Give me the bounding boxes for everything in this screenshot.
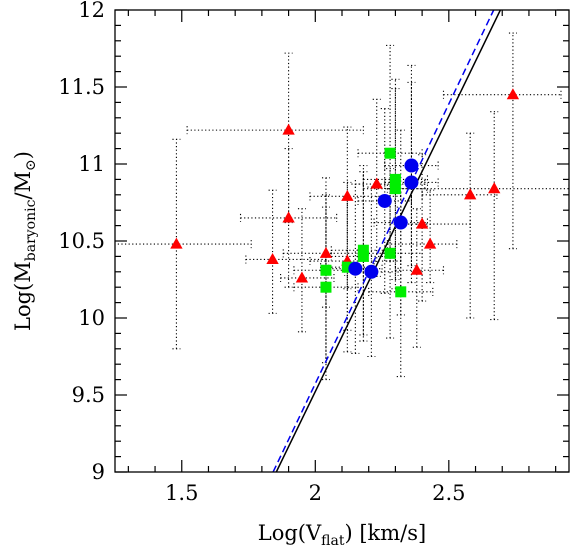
square-marker (357, 250, 369, 262)
y-tick-label: 11 (78, 152, 105, 176)
triangle-marker (370, 177, 383, 189)
y-tick-label: 9.5 (72, 383, 105, 407)
triangle-marker (282, 211, 295, 223)
x-tick-label: 2 (309, 481, 322, 505)
x-axis-title: Log(Vflat) [km/s] (258, 521, 426, 549)
x-tick-label: 2.5 (432, 481, 465, 505)
triangle-marker (266, 252, 279, 265)
tick-labels: 1.5 2 2.5 9 9.5 10 10.5 11 11.5 12 (58, 0, 465, 505)
circle-marker (404, 175, 419, 190)
triangle-marker (170, 237, 183, 249)
square-marker (395, 286, 407, 298)
circle-marker (377, 193, 392, 208)
y-tick-label: 9 (92, 460, 105, 484)
solid-fit-line (275, 10, 502, 472)
triangle-marker (415, 217, 429, 229)
y-tick-label: 12 (78, 0, 105, 22)
circle-marker (348, 261, 363, 276)
data-markers (170, 88, 520, 298)
square-marker (341, 261, 353, 273)
square-marker (320, 281, 332, 293)
triangle-marker (423, 237, 437, 249)
square-marker (384, 247, 396, 259)
y-tick-label: 10 (78, 306, 105, 330)
y-tick-label: 11.5 (58, 75, 105, 99)
x-tick-label: 1.5 (165, 481, 198, 505)
circle-marker (364, 264, 379, 279)
dashed-fit-line (272, 10, 495, 472)
triangle-marker (506, 88, 520, 100)
triangle-marker (319, 246, 333, 258)
plot-frame (114, 9, 570, 473)
circle-marker (393, 215, 408, 230)
triangle-marker (410, 263, 423, 275)
y-axis-title: Log(Mbaryonic/M⊙) (11, 151, 39, 331)
axis-ticks (115, 9, 569, 473)
y-tick-label: 10.5 (58, 229, 105, 253)
fit-lines (272, 10, 502, 472)
triangle-marker (488, 182, 501, 194)
error-bars (115, 32, 569, 381)
square-marker (357, 244, 369, 256)
square-marker (384, 147, 396, 159)
triangle-marker (295, 271, 309, 283)
circle-marker (404, 158, 419, 173)
triangle-marker (464, 188, 477, 200)
square-marker (389, 183, 401, 195)
square-marker (389, 173, 401, 185)
square-marker (320, 264, 332, 276)
triangle-marker (282, 123, 295, 135)
triangle-marker (341, 189, 354, 201)
